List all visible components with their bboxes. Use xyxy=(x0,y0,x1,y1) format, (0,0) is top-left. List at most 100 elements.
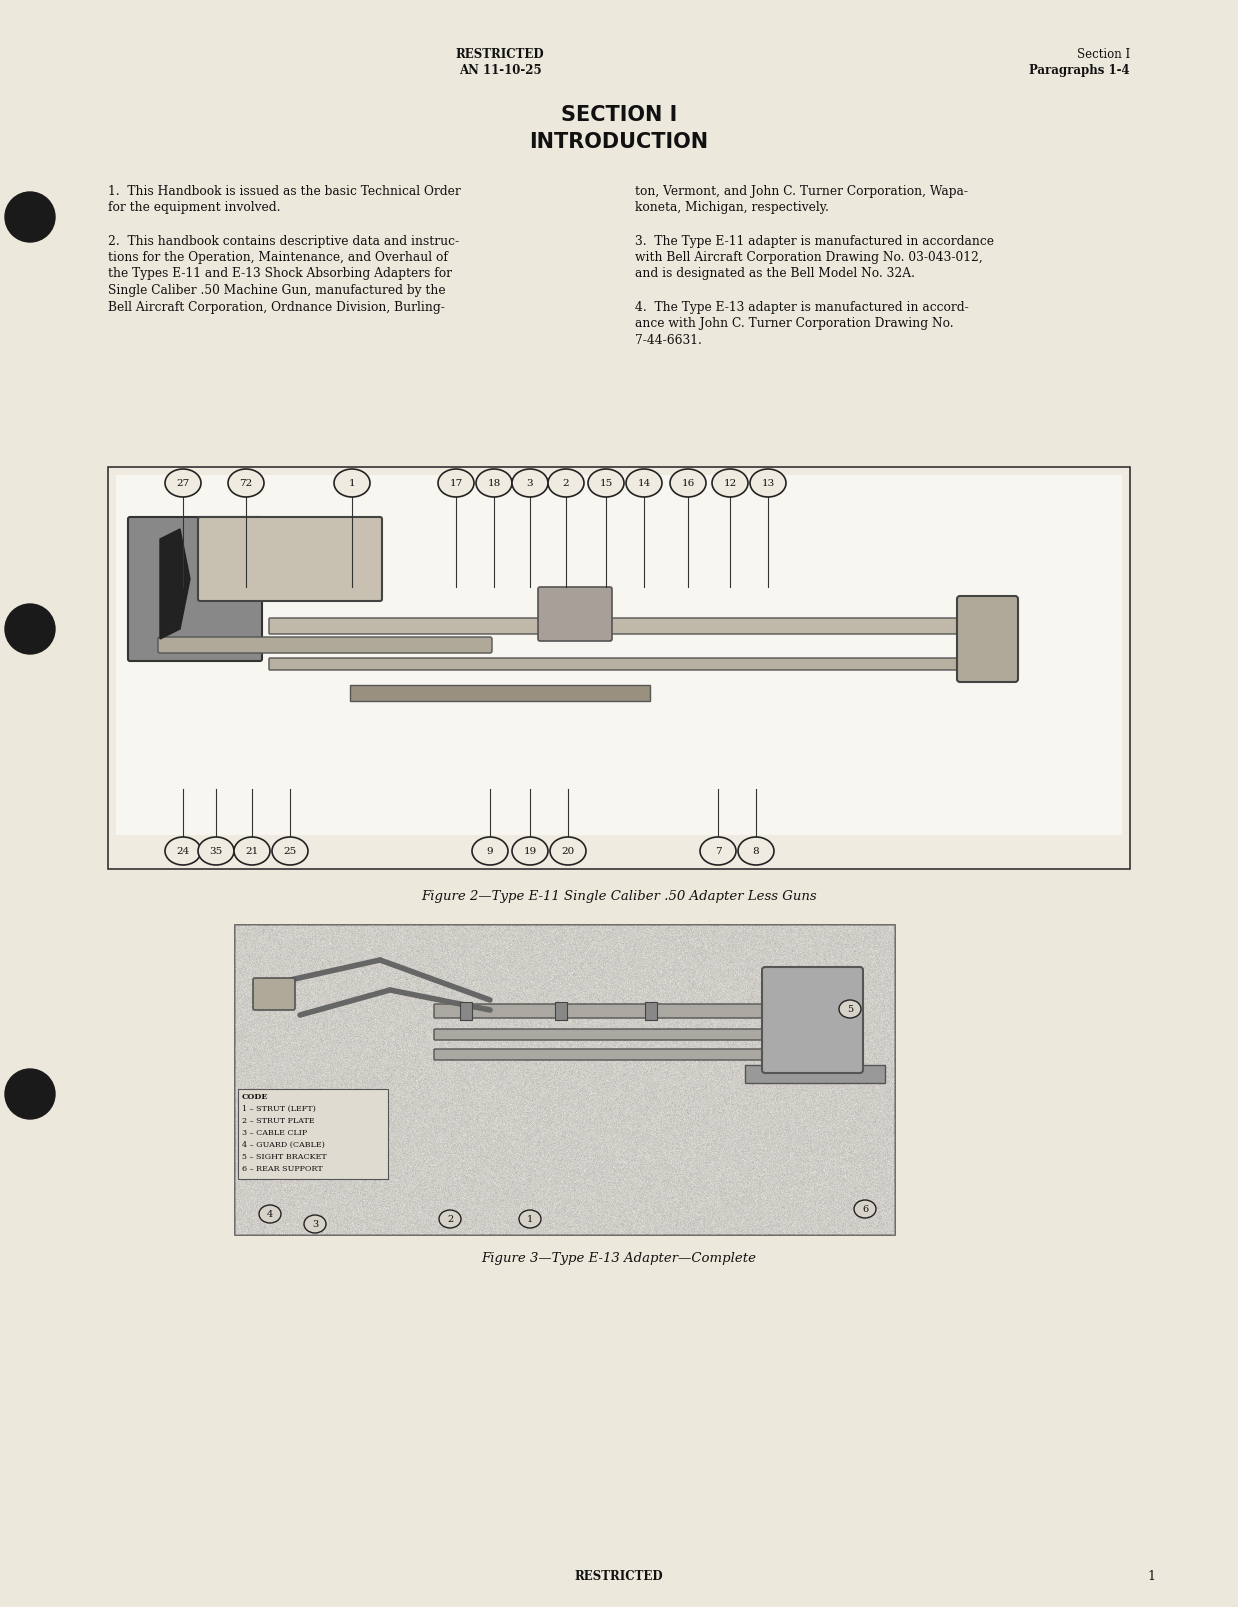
Ellipse shape xyxy=(750,469,786,498)
Text: 21: 21 xyxy=(245,847,259,857)
Text: 24: 24 xyxy=(176,847,189,857)
Text: 9: 9 xyxy=(487,847,493,857)
Ellipse shape xyxy=(305,1215,326,1233)
Text: 27: 27 xyxy=(176,479,189,489)
Text: 25: 25 xyxy=(284,847,297,857)
Ellipse shape xyxy=(259,1205,281,1223)
Ellipse shape xyxy=(475,469,513,498)
Text: 4.  The Type E-13 adapter is manufactured in accord-: 4. The Type E-13 adapter is manufactured… xyxy=(635,301,969,313)
Text: 3.  The Type E-11 adapter is manufactured in accordance: 3. The Type E-11 adapter is manufactured… xyxy=(635,235,994,247)
Text: Bell Aircraft Corporation, Ordnance Division, Burling-: Bell Aircraft Corporation, Ordnance Divi… xyxy=(108,301,444,313)
Text: 12: 12 xyxy=(723,479,737,489)
Text: 2.  This handbook contains descriptive data and instruc-: 2. This handbook contains descriptive da… xyxy=(108,235,459,247)
Text: ton, Vermont, and John C. Turner Corporation, Wapa-: ton, Vermont, and John C. Turner Corpora… xyxy=(635,185,968,198)
FancyBboxPatch shape xyxy=(435,1004,766,1019)
FancyBboxPatch shape xyxy=(435,1049,766,1061)
Ellipse shape xyxy=(165,837,201,866)
Text: AN 11-10-25: AN 11-10-25 xyxy=(459,64,541,77)
FancyBboxPatch shape xyxy=(198,517,383,601)
Text: Paragraphs 1-4: Paragraphs 1-4 xyxy=(1029,64,1130,77)
Text: 6 – REAR SUPPORT: 6 – REAR SUPPORT xyxy=(241,1165,323,1172)
Text: 18: 18 xyxy=(488,479,500,489)
Bar xyxy=(350,686,650,702)
Text: RESTRICTED: RESTRICTED xyxy=(574,1568,664,1581)
Text: Figure 3—Type E-13 Adapter—Complete: Figure 3—Type E-13 Adapter—Complete xyxy=(482,1252,756,1265)
Text: 5 – SIGHT BRACKET: 5 – SIGHT BRACKET xyxy=(241,1152,327,1160)
Ellipse shape xyxy=(519,1210,541,1228)
Text: 17: 17 xyxy=(449,479,463,489)
Ellipse shape xyxy=(839,1001,860,1019)
Text: 1: 1 xyxy=(527,1215,534,1225)
Text: Single Caliber .50 Machine Gun, manufactured by the: Single Caliber .50 Machine Gun, manufact… xyxy=(108,284,446,297)
Text: tions for the Operation, Maintenance, and Overhaul of: tions for the Operation, Maintenance, an… xyxy=(108,251,448,264)
FancyBboxPatch shape xyxy=(763,967,863,1073)
FancyBboxPatch shape xyxy=(269,619,1002,635)
Text: CODE: CODE xyxy=(241,1093,269,1101)
Text: 4 – GUARD (CABLE): 4 – GUARD (CABLE) xyxy=(241,1141,324,1149)
FancyBboxPatch shape xyxy=(269,659,1002,670)
Text: 1 – STRUT (LEFT): 1 – STRUT (LEFT) xyxy=(241,1104,316,1112)
Ellipse shape xyxy=(513,469,548,498)
Ellipse shape xyxy=(228,469,264,498)
FancyBboxPatch shape xyxy=(435,1030,766,1040)
Text: 16: 16 xyxy=(681,479,695,489)
Text: RESTRICTED: RESTRICTED xyxy=(456,48,545,61)
FancyBboxPatch shape xyxy=(158,638,491,654)
Polygon shape xyxy=(160,530,189,640)
Ellipse shape xyxy=(439,1210,461,1228)
FancyBboxPatch shape xyxy=(128,517,262,662)
Text: 3: 3 xyxy=(312,1220,318,1229)
Text: INTRODUCTION: INTRODUCTION xyxy=(530,132,708,153)
FancyBboxPatch shape xyxy=(957,596,1018,683)
Text: ance with John C. Turner Corporation Drawing No.: ance with John C. Turner Corporation Dra… xyxy=(635,317,953,329)
Bar xyxy=(461,1003,472,1020)
Text: the Types E-11 and E-13 Shock Absorbing Adapters for: the Types E-11 and E-13 Shock Absorbing … xyxy=(108,267,452,280)
FancyBboxPatch shape xyxy=(539,588,612,641)
Text: 19: 19 xyxy=(524,847,536,857)
Ellipse shape xyxy=(699,837,737,866)
Ellipse shape xyxy=(165,469,201,498)
Ellipse shape xyxy=(588,469,624,498)
Text: 13: 13 xyxy=(761,479,775,489)
Text: 2: 2 xyxy=(563,479,569,489)
Text: 20: 20 xyxy=(561,847,574,857)
Ellipse shape xyxy=(272,837,308,866)
Text: for the equipment involved.: for the equipment involved. xyxy=(108,201,281,214)
Bar xyxy=(108,468,1130,869)
Ellipse shape xyxy=(854,1200,877,1218)
Text: 1: 1 xyxy=(1146,1568,1155,1581)
Ellipse shape xyxy=(438,469,474,498)
Text: 1: 1 xyxy=(349,479,355,489)
Text: 3: 3 xyxy=(526,479,534,489)
Bar xyxy=(238,1090,387,1180)
Text: 4: 4 xyxy=(267,1210,274,1218)
Text: Figure 2—Type E-11 Single Caliber .50 Adapter Less Guns: Figure 2—Type E-11 Single Caliber .50 Ad… xyxy=(421,889,817,903)
Bar xyxy=(745,1065,885,1083)
FancyBboxPatch shape xyxy=(253,979,295,1011)
Text: 2: 2 xyxy=(447,1215,453,1225)
Bar xyxy=(116,476,1122,836)
Text: 3 – CABLE CLIP: 3 – CABLE CLIP xyxy=(241,1128,307,1136)
Ellipse shape xyxy=(712,469,748,498)
Text: 35: 35 xyxy=(209,847,223,857)
Text: 8: 8 xyxy=(753,847,759,857)
Text: 72: 72 xyxy=(239,479,253,489)
Text: 2 – STRUT PLATE: 2 – STRUT PLATE xyxy=(241,1117,314,1125)
Text: 5: 5 xyxy=(847,1004,853,1014)
Text: koneta, Michigan, respectively.: koneta, Michigan, respectively. xyxy=(635,201,829,214)
Text: 1.  This Handbook is issued as the basic Technical Order: 1. This Handbook is issued as the basic … xyxy=(108,185,461,198)
Circle shape xyxy=(5,604,54,654)
Bar xyxy=(555,1003,567,1020)
Text: 7: 7 xyxy=(714,847,722,857)
Circle shape xyxy=(5,193,54,243)
Circle shape xyxy=(5,1069,54,1120)
Text: 6: 6 xyxy=(862,1205,868,1213)
Ellipse shape xyxy=(550,837,586,866)
Ellipse shape xyxy=(472,837,508,866)
Ellipse shape xyxy=(548,469,584,498)
Ellipse shape xyxy=(334,469,370,498)
Text: 15: 15 xyxy=(599,479,613,489)
Ellipse shape xyxy=(513,837,548,866)
Text: and is designated as the Bell Model No. 32A.: and is designated as the Bell Model No. … xyxy=(635,267,915,280)
Ellipse shape xyxy=(670,469,706,498)
